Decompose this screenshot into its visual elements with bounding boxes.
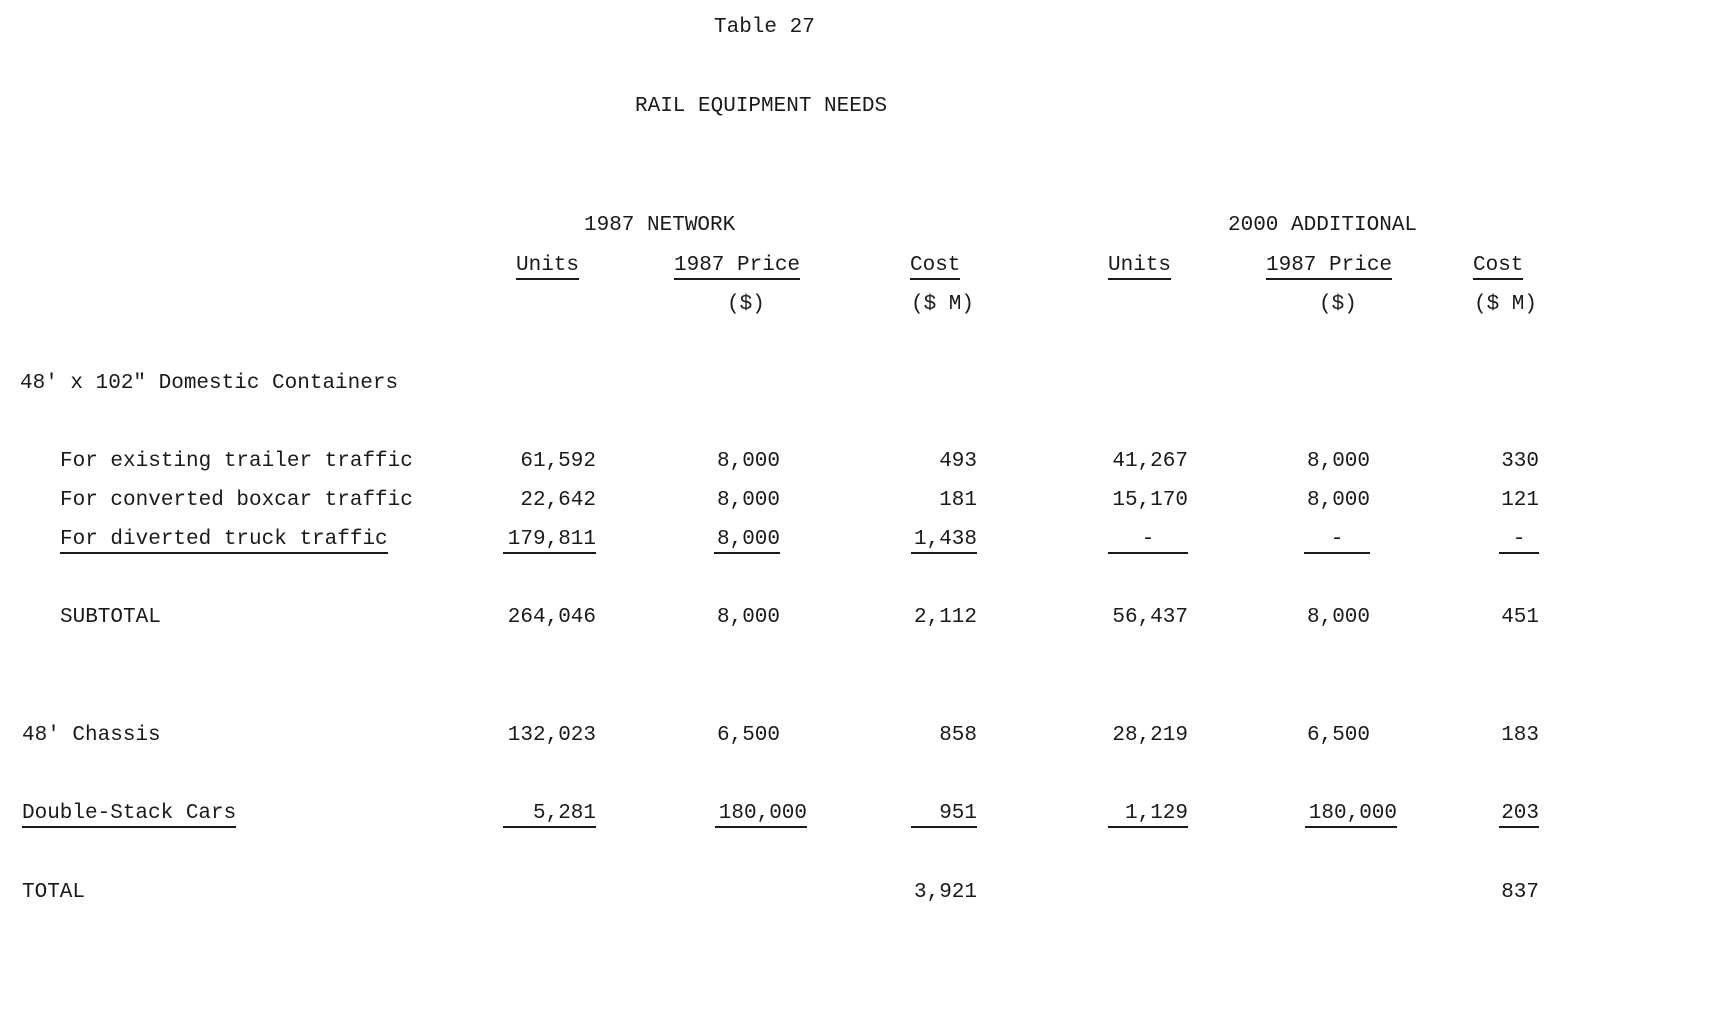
table-cell: 132,023 xyxy=(507,724,596,747)
table-cell: 6,500 xyxy=(716,724,780,747)
table-cell: 1,438 xyxy=(911,528,977,554)
table-cell: - xyxy=(1108,528,1188,554)
table-cell: 22,642 xyxy=(520,489,596,512)
table-cell: 56,437 xyxy=(1112,606,1188,629)
table-cell: 3,921 xyxy=(913,881,977,904)
table-cell: 264,046 xyxy=(507,606,596,629)
table-cell: 41,267 xyxy=(1112,450,1188,473)
col-header-price-1987: 1987 Price xyxy=(674,254,801,280)
table-cell: 28,219 xyxy=(1112,724,1188,747)
table-cell: 330 xyxy=(1501,450,1539,473)
row-label: SUBTOTAL xyxy=(60,606,161,629)
table-cell: 837 xyxy=(1501,881,1539,904)
table-cell: 181 xyxy=(939,489,977,512)
col-unit-price-2000: ($) xyxy=(1319,293,1357,316)
section-heading: 48' x 102" Domestic Containers xyxy=(20,372,399,395)
group-header-1987: 1987 NETWORK xyxy=(584,214,736,237)
col-header-price-2000: 1987 Price xyxy=(1266,254,1393,280)
table-cell: 8,000 xyxy=(1306,489,1370,512)
table-cell: 8,000 xyxy=(714,528,780,554)
table-cell: 203 xyxy=(1499,802,1539,828)
row-label: Double-Stack Cars xyxy=(22,802,237,828)
col-unit-cost-1987: ($ M) xyxy=(911,293,975,316)
table-cell: - xyxy=(1499,528,1539,554)
table-cell: 8,000 xyxy=(716,606,780,629)
table-cell: 1,129 xyxy=(1108,802,1188,828)
table-cell: 183 xyxy=(1501,724,1539,747)
row-label: 48' Chassis xyxy=(22,724,161,747)
table-cell: 180,000 xyxy=(1305,802,1397,828)
table-cell: 8,000 xyxy=(1306,606,1370,629)
table-cell: 61,592 xyxy=(520,450,596,473)
table-cell: 15,170 xyxy=(1112,489,1188,512)
table-title: RAIL EQUIPMENT NEEDS xyxy=(635,95,888,118)
table-cell: 493 xyxy=(939,450,977,473)
col-unit-price-1987: ($) xyxy=(727,293,765,316)
table-cell: - xyxy=(1304,528,1370,554)
group-header-2000: 2000 ADDITIONAL xyxy=(1228,214,1418,237)
table-cell: 858 xyxy=(939,724,977,747)
row-label: TOTAL xyxy=(22,881,86,904)
table-cell: 6,500 xyxy=(1306,724,1370,747)
row-label: For diverted truck traffic xyxy=(60,528,388,554)
table-cell: 179,811 xyxy=(503,528,596,554)
table-cell: 8,000 xyxy=(1306,450,1370,473)
col-unit-cost-2000: ($ M) xyxy=(1474,293,1538,316)
col-header-cost-1987: Cost xyxy=(910,254,961,280)
col-header-cost-2000: Cost xyxy=(1473,254,1524,280)
table-cell: 180,000 xyxy=(715,802,807,828)
table-cell: 121 xyxy=(1501,489,1539,512)
table-cell: 5,281 xyxy=(503,802,596,828)
row-label: For existing trailer traffic xyxy=(60,450,413,473)
table-cell: 451 xyxy=(1501,606,1539,629)
table-cell: 2,112 xyxy=(913,606,977,629)
row-label: For converted boxcar traffic xyxy=(60,489,413,512)
col-header-units-1987: Units xyxy=(516,254,580,280)
table-number: Table 27 xyxy=(714,16,815,39)
table-cell: 8,000 xyxy=(716,489,780,512)
table-cell: 951 xyxy=(911,802,977,828)
table-cell: 8,000 xyxy=(716,450,780,473)
col-header-units-2000: Units xyxy=(1108,254,1172,280)
